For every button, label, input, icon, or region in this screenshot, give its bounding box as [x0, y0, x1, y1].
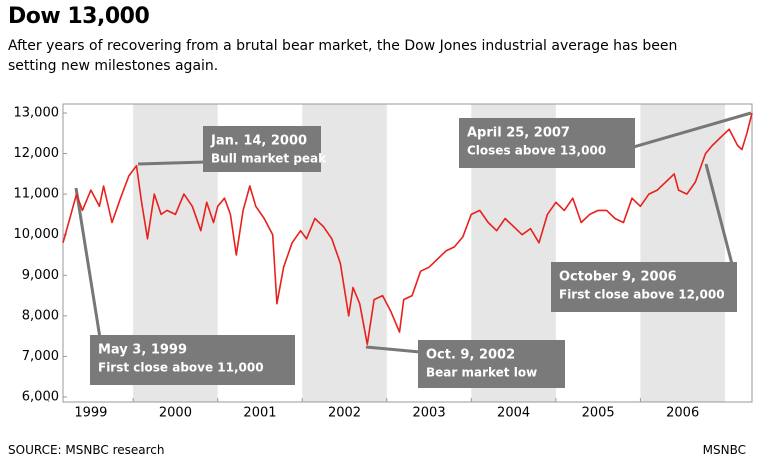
chart-subtitle: After years of recovering from a brutal … — [8, 38, 678, 74]
y-tick-label: 6,000 — [22, 390, 59, 405]
annotation-text: Bull market peak — [211, 152, 327, 166]
annotation-title: Jan. 14, 2000 — [210, 134, 307, 149]
y-tick-label: 13,000 — [14, 106, 60, 121]
annotation-text: First close above 12,000 — [559, 288, 725, 302]
annotation-box — [551, 262, 737, 312]
annotation-box — [459, 118, 635, 168]
x-tick-label: 2002 — [328, 406, 361, 421]
y-tick-label: 11,000 — [14, 187, 60, 202]
annotation-title: October 9, 2006 — [559, 270, 677, 285]
annotation-pointer — [365, 345, 421, 354]
x-tick-label: 1999 — [74, 406, 107, 421]
source-note: SOURCE: MSNBC research — [8, 443, 165, 457]
x-tick-label: 2006 — [666, 406, 699, 421]
annotation-text: Bear market low — [426, 366, 537, 380]
annotation-box — [418, 340, 565, 388]
annotation-title: May 3, 1999 — [98, 343, 187, 358]
x-tick-label: 2000 — [159, 406, 192, 421]
y-tick-label: 12,000 — [14, 146, 60, 161]
dow-line — [62, 112, 753, 346]
x-tick-label: 2001 — [243, 406, 276, 421]
y-tick-label: 8,000 — [22, 308, 59, 323]
annotation-pointer — [137, 160, 207, 166]
x-tick-label: 2004 — [497, 406, 530, 421]
annotation-box — [203, 126, 321, 172]
annotation-pointer — [629, 111, 752, 150]
credit: MSNBC — [702, 443, 746, 457]
annotation-pointer — [704, 163, 734, 265]
x-tick-label: 2005 — [582, 406, 615, 421]
x-tick-label: 2003 — [413, 406, 446, 421]
annotation-title: Oct. 9, 2002 — [426, 348, 515, 363]
annotation-title: April 25, 2007 — [467, 126, 570, 141]
y-tick-label: 9,000 — [22, 268, 59, 283]
annotation-text: First close above 11,000 — [98, 361, 264, 375]
plot-frame — [62, 103, 753, 403]
y-tick-label: 7,000 — [22, 349, 59, 364]
year-band — [640, 104, 725, 402]
annotation-pointer — [74, 187, 102, 339]
chart-title: Dow 13,000 — [8, 4, 150, 29]
annotation-box — [90, 335, 295, 385]
annotation-text: Closes above 13,000 — [467, 144, 606, 158]
y-tick-label: 10,000 — [14, 227, 60, 242]
